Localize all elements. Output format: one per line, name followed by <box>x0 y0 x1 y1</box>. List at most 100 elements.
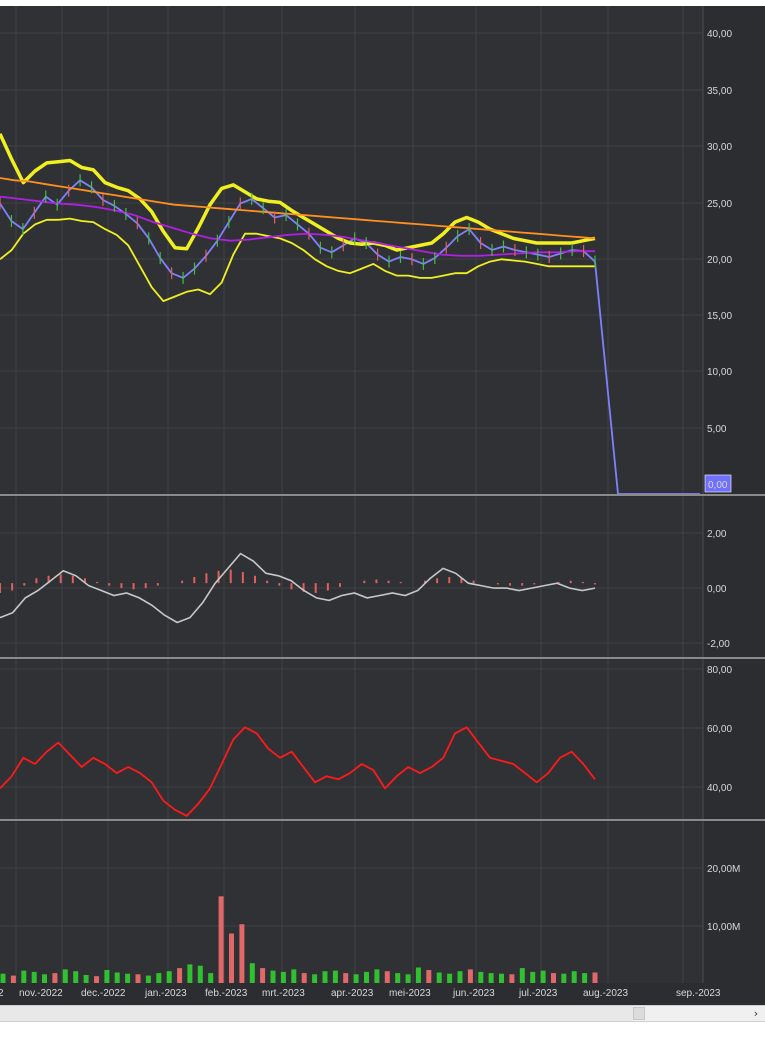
y-tick-label: 30,00 <box>707 142 732 153</box>
volume-bar <box>551 973 556 983</box>
volume-bar <box>322 971 328 983</box>
volume-bar <box>374 969 380 983</box>
y-tick-label: 40,00 <box>707 783 732 794</box>
y-tick-label: 60,00 <box>707 724 732 735</box>
volume-bar <box>208 973 214 983</box>
volume-bar <box>415 967 421 983</box>
x-tick-label: feb.-2023 <box>205 988 248 999</box>
volume-bar <box>73 971 79 983</box>
volume-bar <box>312 974 318 983</box>
x-axis-labels: 2 nov.-2022 dec.-2022 jan.-2023 feb.-2023 mrt… <box>0 988 721 999</box>
y-axis-labels: 40,00 35,00 30,00 25,00 20,00 15,00 10,00 5,00 2… <box>707 29 740 933</box>
x-tick-label: mei-2023 <box>389 988 431 999</box>
y-tick-label: 10,00 <box>707 367 732 378</box>
volume-bar <box>62 969 68 983</box>
volume-bar <box>405 974 411 983</box>
volume-bar <box>145 975 151 983</box>
y-tick-label: 35,00 <box>707 86 732 97</box>
volume-bar <box>21 970 27 983</box>
volume-bar <box>353 974 359 983</box>
volume-bar <box>166 971 172 983</box>
series-close <box>0 179 700 495</box>
volume-bar <box>561 973 567 983</box>
scrollbar-track[interactable] <box>0 1006 633 1021</box>
rsi-panel-bg <box>0 660 703 820</box>
x-tick-label: jul.-2023 <box>518 988 558 999</box>
volume-bar <box>187 964 193 983</box>
volume-bar <box>94 976 99 983</box>
volume-bar <box>540 970 546 983</box>
volume-panel-bg <box>0 822 703 983</box>
y-tick-label: 15,00 <box>707 311 732 322</box>
volume-bar <box>270 970 276 983</box>
scrollbar-thumb[interactable] <box>633 1007 645 1020</box>
y-tick-label: 5,00 <box>707 424 727 435</box>
volume-bar <box>457 971 463 983</box>
volume-bar <box>114 972 120 983</box>
volume-bar <box>571 971 577 983</box>
horizontal-scrollbar[interactable]: › <box>0 1005 765 1022</box>
panel-separator <box>0 494 765 496</box>
volume-bar <box>42 974 47 983</box>
volume-bar <box>447 973 453 983</box>
x-tick-label: sep.-2023 <box>676 988 721 999</box>
volume-bar <box>0 973 6 983</box>
scroll-right-arrow-icon[interactable]: › <box>753 1007 759 1020</box>
volume-bar <box>229 933 234 983</box>
y-tick-label: 0,00 <box>707 584 727 595</box>
y-tick-label: 20,00M <box>707 864 740 875</box>
bottom-strip <box>0 1022 765 1044</box>
volume-bar <box>395 973 401 983</box>
volume-bar <box>31 971 37 983</box>
y-tick-label: 20,00 <box>707 255 732 266</box>
series-bollinger-lower <box>0 217 595 303</box>
volume-bar <box>104 970 110 983</box>
volume-bar <box>509 974 515 983</box>
x-tick-label: jan.-2023 <box>144 988 187 999</box>
volume-bar <box>478 971 484 983</box>
volume-bar <box>260 968 266 983</box>
x-tick-label: apr.-2023 <box>331 988 374 999</box>
price-panel-bg <box>0 6 703 495</box>
series-ma-mid <box>0 195 595 257</box>
volume-bar <box>239 924 245 983</box>
x-tick-label: jun.-2023 <box>452 988 495 999</box>
volume-bar <box>530 971 536 983</box>
volume-bar <box>249 963 255 983</box>
x-tick-label: aug.-2023 <box>583 988 628 999</box>
volume-bar <box>301 973 307 983</box>
oscillator-panel-bg <box>0 497 703 658</box>
chart-panels: 0,00 <box>0 133 732 983</box>
volume-bar <box>519 968 525 983</box>
y-tick-label: 25,00 <box>707 199 732 210</box>
volume-bar <box>156 973 162 983</box>
volume-bar <box>177 968 183 983</box>
volume-bar <box>426 970 432 983</box>
volume-bar <box>135 974 141 983</box>
volume-bar <box>280 971 286 983</box>
panel-separator <box>0 819 765 821</box>
series-ma-long <box>0 177 596 240</box>
x-tick-label: nov.-2022 <box>19 988 63 999</box>
volume-bar <box>364 971 369 983</box>
x-tick-label: dec.-2022 <box>81 988 126 999</box>
last-value-box <box>704 474 732 493</box>
y-tick-label: 40,00 <box>707 29 732 40</box>
volume-bar <box>592 972 598 983</box>
x-tick-label: 2 <box>0 988 4 999</box>
volume-bar <box>10 975 16 983</box>
panel-separator <box>0 657 765 659</box>
y-tick-label: 80,00 <box>707 665 732 676</box>
volume-bar <box>332 970 338 983</box>
volume-bar <box>343 973 349 983</box>
y-tick-label: -2,00 <box>707 639 730 650</box>
series-rsi <box>0 726 596 817</box>
volume-bar <box>467 969 473 983</box>
last-value-badge: 0,00 <box>704 474 732 493</box>
top-edge <box>0 0 765 6</box>
volume-bar <box>197 965 203 983</box>
y-tick-label: 10,00M <box>707 922 740 933</box>
volume-bar <box>384 971 390 983</box>
volume-bar <box>218 896 224 983</box>
